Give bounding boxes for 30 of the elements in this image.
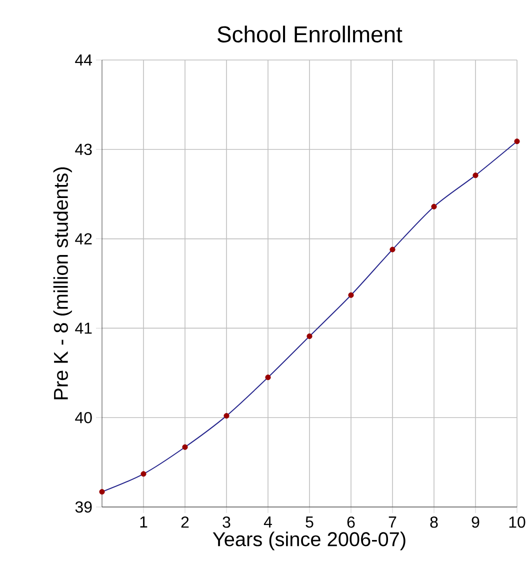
y-tick-label: 39 — [75, 501, 92, 513]
point — [224, 413, 230, 419]
point — [390, 246, 396, 252]
y-tick-label: 40 — [75, 412, 92, 424]
x-tick-label: 5 — [306, 516, 314, 528]
x-tick-label: 9 — [472, 516, 480, 528]
point — [265, 374, 271, 380]
x-tick-label: 2 — [181, 516, 189, 528]
x-axis-title: Years (since 2006-07) — [212, 532, 406, 550]
y-axis-title: Pre K - 8 (million students) — [53, 167, 72, 400]
point — [348, 292, 354, 298]
x-tick-label: 4 — [264, 516, 272, 528]
point — [306, 333, 312, 340]
x-tick-label: 10 — [509, 516, 526, 528]
point — [182, 444, 188, 450]
x-tick-label: 7 — [388, 516, 396, 528]
point — [431, 204, 437, 210]
x-tick-label: 6 — [347, 516, 355, 528]
point — [514, 138, 520, 144]
y-tick-label: 41 — [75, 322, 92, 334]
point — [140, 471, 146, 477]
point — [472, 172, 478, 178]
chart-title: School Enrollment — [218, 26, 402, 42]
y-tick-label: 43 — [75, 144, 92, 156]
point — [99, 489, 105, 495]
x-tick-label: 1 — [140, 516, 148, 528]
y-tick-label: 42 — [75, 233, 92, 244]
x-tick-label: 3 — [222, 516, 230, 528]
y-tick-label: 44 — [75, 54, 92, 66]
x-tick-label: 8 — [430, 516, 438, 528]
